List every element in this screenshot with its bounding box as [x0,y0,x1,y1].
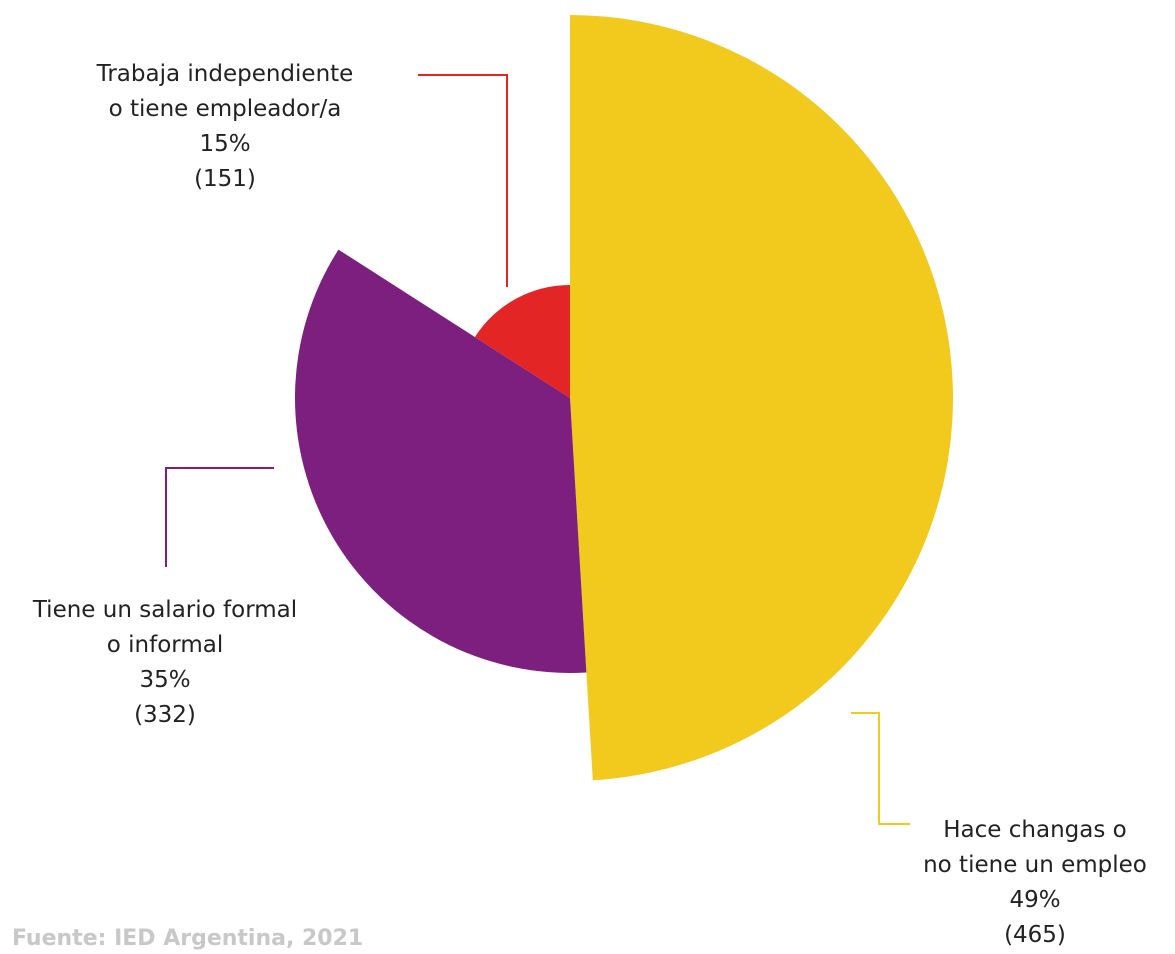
label-line-2: o informal [106,632,224,658]
label-line-1: Tiene un salario formal [32,597,298,623]
label-count: (465) [1004,922,1066,948]
leader-line-salario [165,467,274,567]
label-hace-changas: Hace changas o no tiene un empleo 49% (4… [890,813,1175,953]
label-salario: Tiene un salario formal o informal 35% (… [0,593,330,733]
label-count: (151) [194,166,256,192]
slice-salario [295,249,587,674]
slice-independiente [474,285,570,398]
leader-line-independiente [418,74,508,287]
label-percent: 15% [199,131,251,157]
label-line-1: Trabaja independiente [96,61,354,87]
label-percent: 35% [139,667,191,693]
slice-hace-changas [570,15,953,781]
label-count: (332) [134,702,196,728]
source-note: Fuente: IED Argentina, 2021 [12,926,364,951]
label-percent: 49% [1009,887,1061,913]
label-line-2: no tiene un empleo [923,852,1147,878]
leader-line-hace-changas [851,712,910,825]
label-line-2: o tiene empleador/a [108,96,342,122]
label-line-1: Hace changas o [943,817,1127,843]
label-independiente: Trabaja independiente o tiene empleador/… [60,57,390,197]
